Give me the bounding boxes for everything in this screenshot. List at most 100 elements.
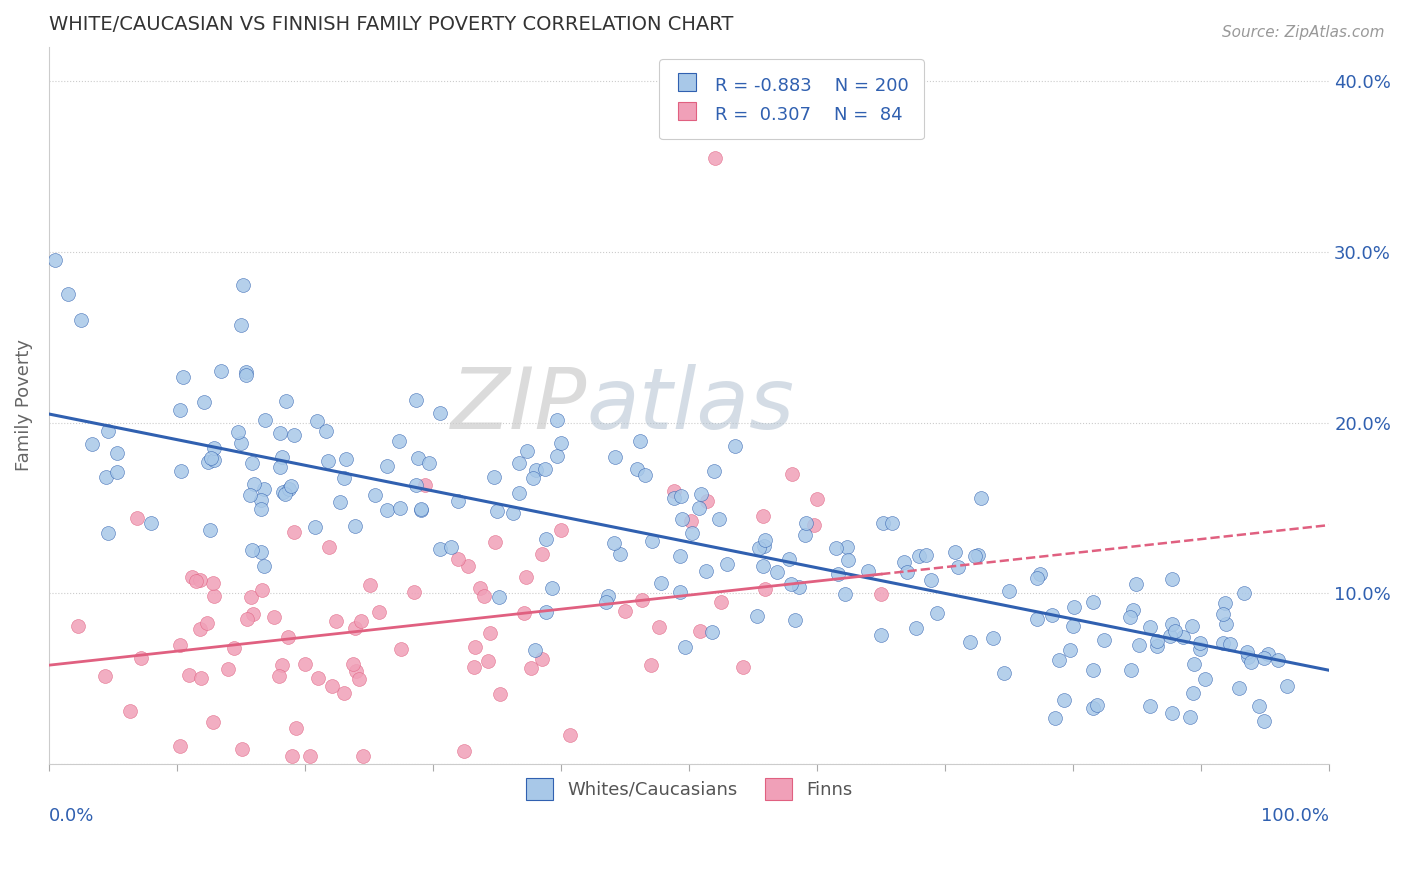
Point (679, 514, 702, 528)
Point (754, 582, 776, 596)
Point (1188, 635, 1211, 649)
Point (1160, 617, 1182, 632)
Point (631, 592, 654, 607)
Point (440, 541, 463, 555)
Point (806, 492, 828, 507)
Point (858, 564, 880, 578)
Point (278, 482, 301, 496)
Point (1121, 664, 1143, 678)
Point (177, 667, 200, 681)
Point (243, 477, 266, 491)
Point (1171, 630, 1194, 644)
Point (274, 393, 297, 408)
Point (1085, 698, 1108, 712)
Point (560, 728, 582, 742)
Point (321, 680, 343, 694)
Point (333, 471, 356, 485)
Point (981, 631, 1004, 645)
Point (280, 479, 302, 493)
Text: 100.0%: 100.0% (1261, 807, 1329, 825)
Point (80, 437, 103, 451)
Point (344, 518, 367, 533)
Point (1083, 663, 1105, 677)
Point (188, 622, 211, 636)
Point (271, 484, 294, 499)
Point (1253, 714, 1275, 729)
Point (669, 549, 692, 563)
Point (803, 517, 825, 532)
Point (1125, 576, 1147, 591)
Point (284, 721, 307, 735)
Point (202, 589, 225, 603)
Point (794, 516, 817, 530)
Point (752, 539, 775, 553)
Point (1122, 603, 1144, 617)
Point (778, 552, 800, 566)
Point (1189, 642, 1212, 657)
Point (1025, 571, 1047, 585)
Point (269, 425, 291, 440)
Point (97, 526, 120, 541)
Point (752, 559, 775, 574)
Point (1139, 698, 1161, 713)
Point (169, 638, 191, 652)
Point (453, 744, 475, 758)
Point (307, 414, 329, 428)
Point (626, 461, 648, 475)
Point (837, 553, 859, 567)
Point (609, 547, 631, 561)
Point (283, 427, 305, 442)
Point (1164, 624, 1187, 639)
Point (352, 748, 374, 763)
Point (1159, 629, 1181, 643)
Point (598, 590, 620, 604)
Point (595, 595, 617, 609)
Point (700, 624, 723, 639)
Point (1182, 685, 1205, 699)
Point (195, 616, 218, 631)
Point (347, 672, 370, 686)
Point (716, 558, 738, 572)
Point (429, 541, 451, 556)
Point (824, 541, 846, 555)
Point (172, 369, 194, 384)
Point (550, 524, 572, 538)
Point (70, 313, 93, 327)
Point (1182, 657, 1205, 671)
Point (1139, 620, 1161, 634)
Point (222, 640, 245, 655)
Point (235, 365, 257, 379)
Point (662, 483, 685, 498)
Point (318, 541, 340, 555)
Point (253, 413, 276, 427)
Point (733, 660, 755, 674)
Point (1212, 635, 1234, 649)
Point (872, 516, 894, 531)
Point (209, 364, 232, 378)
Point (201, 715, 224, 730)
Point (513, 606, 536, 620)
Point (242, 607, 264, 621)
Point (231, 436, 253, 450)
Point (703, 151, 725, 165)
Point (1237, 649, 1260, 664)
Point (695, 564, 717, 578)
Point (508, 486, 530, 500)
Point (967, 548, 990, 562)
Point (298, 748, 321, 763)
Point (263, 610, 285, 624)
Point (294, 657, 316, 671)
Point (405, 477, 427, 491)
Point (827, 567, 849, 582)
Point (1212, 607, 1234, 622)
Point (333, 685, 356, 699)
Point (754, 533, 776, 548)
Point (468, 581, 491, 595)
Point (231, 742, 253, 756)
Point (613, 604, 636, 618)
Point (516, 443, 538, 458)
Point (240, 543, 263, 558)
Point (391, 642, 413, 657)
Point (1092, 633, 1115, 648)
Point (269, 460, 291, 475)
